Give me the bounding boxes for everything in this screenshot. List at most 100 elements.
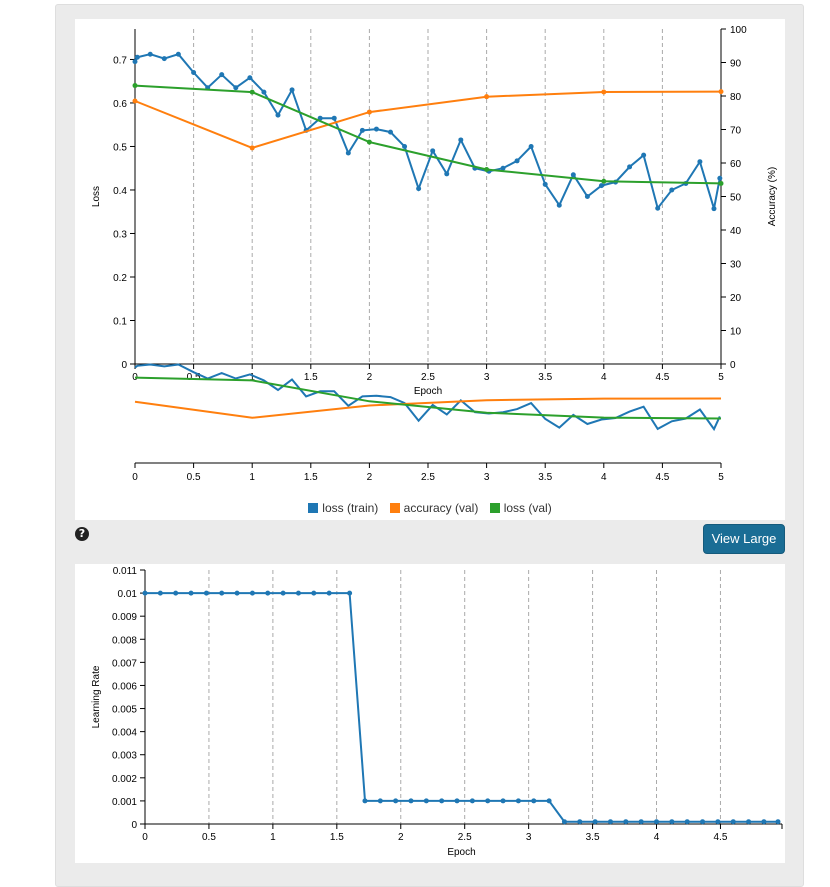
legend-item-train[interactable]: loss (train) — [308, 501, 378, 515]
data-point-learning-rate — [295, 590, 301, 596]
data-point-learning-rate — [700, 819, 706, 825]
y2-tick-label: 80 — [730, 92, 742, 103]
data-point-val — [601, 178, 607, 184]
y2-tick-label: 50 — [730, 193, 742, 204]
data-point-train — [317, 115, 323, 121]
x-tick-label: 4.5 — [714, 832, 728, 843]
y2-tick-label: 40 — [730, 226, 742, 237]
x-tick-label: 3.5 — [538, 372, 552, 383]
y-tick-label: 0.007 — [112, 658, 137, 669]
data-point-train — [514, 158, 520, 164]
legend-item-val[interactable]: loss (val) — [489, 501, 552, 515]
x-tick-label: 2 — [367, 372, 373, 383]
data-point-learning-rate — [249, 590, 255, 596]
data-point-learning-rate — [377, 798, 383, 804]
data-point-learning-rate — [347, 590, 353, 596]
y-tick-label: 0.011 — [113, 566, 138, 577]
series-line-accuracy — [134, 90, 722, 149]
overview-x-tick-label: 2.5 — [421, 472, 435, 483]
data-point-learning-rate — [746, 819, 752, 825]
y-tick-label: 0.001 — [112, 797, 137, 808]
x-tick-label: 4 — [601, 372, 607, 383]
series-line-train — [134, 53, 721, 211]
data-point-train — [175, 51, 181, 57]
data-point-learning-rate — [715, 819, 721, 825]
data-point-learning-rate — [326, 590, 332, 596]
x-tick-label: 0 — [142, 832, 148, 843]
data-point-learning-rate — [173, 590, 179, 596]
x-tick-label: 1.5 — [304, 372, 318, 383]
data-point-train — [345, 150, 351, 156]
data-point-accuracy — [249, 145, 255, 151]
data-point-train — [711, 206, 717, 212]
y-tick-label: 0.009 — [112, 612, 137, 623]
data-point-train — [627, 164, 633, 170]
data-point-val — [718, 180, 724, 186]
y-tick-label: 0.005 — [112, 705, 137, 716]
x-axis-label: Epoch — [414, 386, 442, 397]
data-point-train — [598, 183, 604, 189]
data-point-learning-rate — [607, 819, 613, 825]
data-point-train — [430, 148, 436, 154]
data-point-learning-rate — [423, 798, 429, 804]
y-tick-label: 0.006 — [112, 681, 137, 692]
x-tick-label: 4 — [654, 832, 660, 843]
data-point-learning-rate — [203, 590, 209, 596]
loss-accuracy-chart[interactable]: 00.10.20.30.40.50.60.7010203040506070809… — [75, 19, 785, 499]
data-point-learning-rate — [219, 590, 225, 596]
data-point-train — [570, 172, 576, 178]
chart-legend: loss (train) accuracy (val) loss (val) — [75, 501, 785, 515]
x-tick-label: 3 — [526, 832, 532, 843]
series-line-val — [134, 84, 722, 185]
x-tick-label: 1 — [270, 832, 276, 843]
data-point-val — [366, 139, 372, 145]
x-tick-label: 3 — [484, 372, 490, 383]
data-point-learning-rate — [623, 819, 629, 825]
data-point-train — [584, 194, 590, 199]
data-point-learning-rate — [515, 798, 521, 804]
y-tick-label: 0 — [131, 820, 137, 831]
data-point-train — [500, 165, 506, 171]
data-point-learning-rate — [454, 798, 460, 804]
data-point-learning-rate — [654, 819, 660, 825]
y2-tick-label: 100 — [730, 25, 747, 36]
data-point-learning-rate — [469, 798, 475, 804]
data-point-accuracy — [132, 98, 138, 104]
overview-line-val — [134, 376, 722, 420]
data-point-train — [669, 187, 675, 193]
data-point-learning-rate — [531, 798, 537, 804]
y-axis-label: Loss — [91, 186, 102, 207]
data-point-train — [134, 54, 140, 60]
data-point-learning-rate — [775, 819, 781, 825]
data-point-learning-rate — [561, 819, 567, 825]
x-tick-label: 5 — [718, 372, 724, 383]
y-tick-label: 0.7 — [113, 55, 127, 66]
data-point-learning-rate — [500, 798, 506, 804]
learning-rate-chart[interactable]: 0 0.001 0.002 0.003 0.004 0.005 0.006 0.007 0.00… — [75, 564, 785, 863]
data-point-learning-rate — [393, 798, 399, 804]
y-tick-label: 0.3 — [113, 229, 127, 240]
y2-axis-label: Accuracy (%) — [767, 167, 778, 226]
overview-x-tick-label: 1 — [249, 472, 255, 483]
y-tick-label: 0.003 — [112, 751, 137, 762]
data-point-train — [247, 75, 253, 81]
data-point-learning-rate — [669, 819, 675, 825]
data-point-val — [249, 89, 255, 95]
data-point-train — [416, 186, 422, 192]
legend-label-train: loss (train) — [322, 501, 379, 515]
overview-x-tick-label: 5 — [718, 472, 724, 483]
x-axis-label: Epoch — [447, 847, 475, 858]
x-tick-label: 4.5 — [655, 372, 669, 383]
data-point-train — [359, 127, 365, 133]
overview-x-tick-label: 4.5 — [655, 472, 669, 483]
view-large-button[interactable]: View Large — [703, 524, 785, 554]
overview-line-accuracy — [134, 397, 722, 419]
legend-swatch-val — [489, 503, 500, 513]
legend-item-accuracy[interactable]: accuracy (val) — [389, 501, 478, 515]
data-point-train — [697, 159, 703, 165]
data-point-train — [556, 202, 562, 208]
help-icon[interactable]: ? — [75, 527, 89, 541]
legend-swatch-train — [308, 503, 319, 513]
x-tick-label: 1.5 — [330, 832, 344, 843]
data-point-train — [275, 112, 281, 118]
